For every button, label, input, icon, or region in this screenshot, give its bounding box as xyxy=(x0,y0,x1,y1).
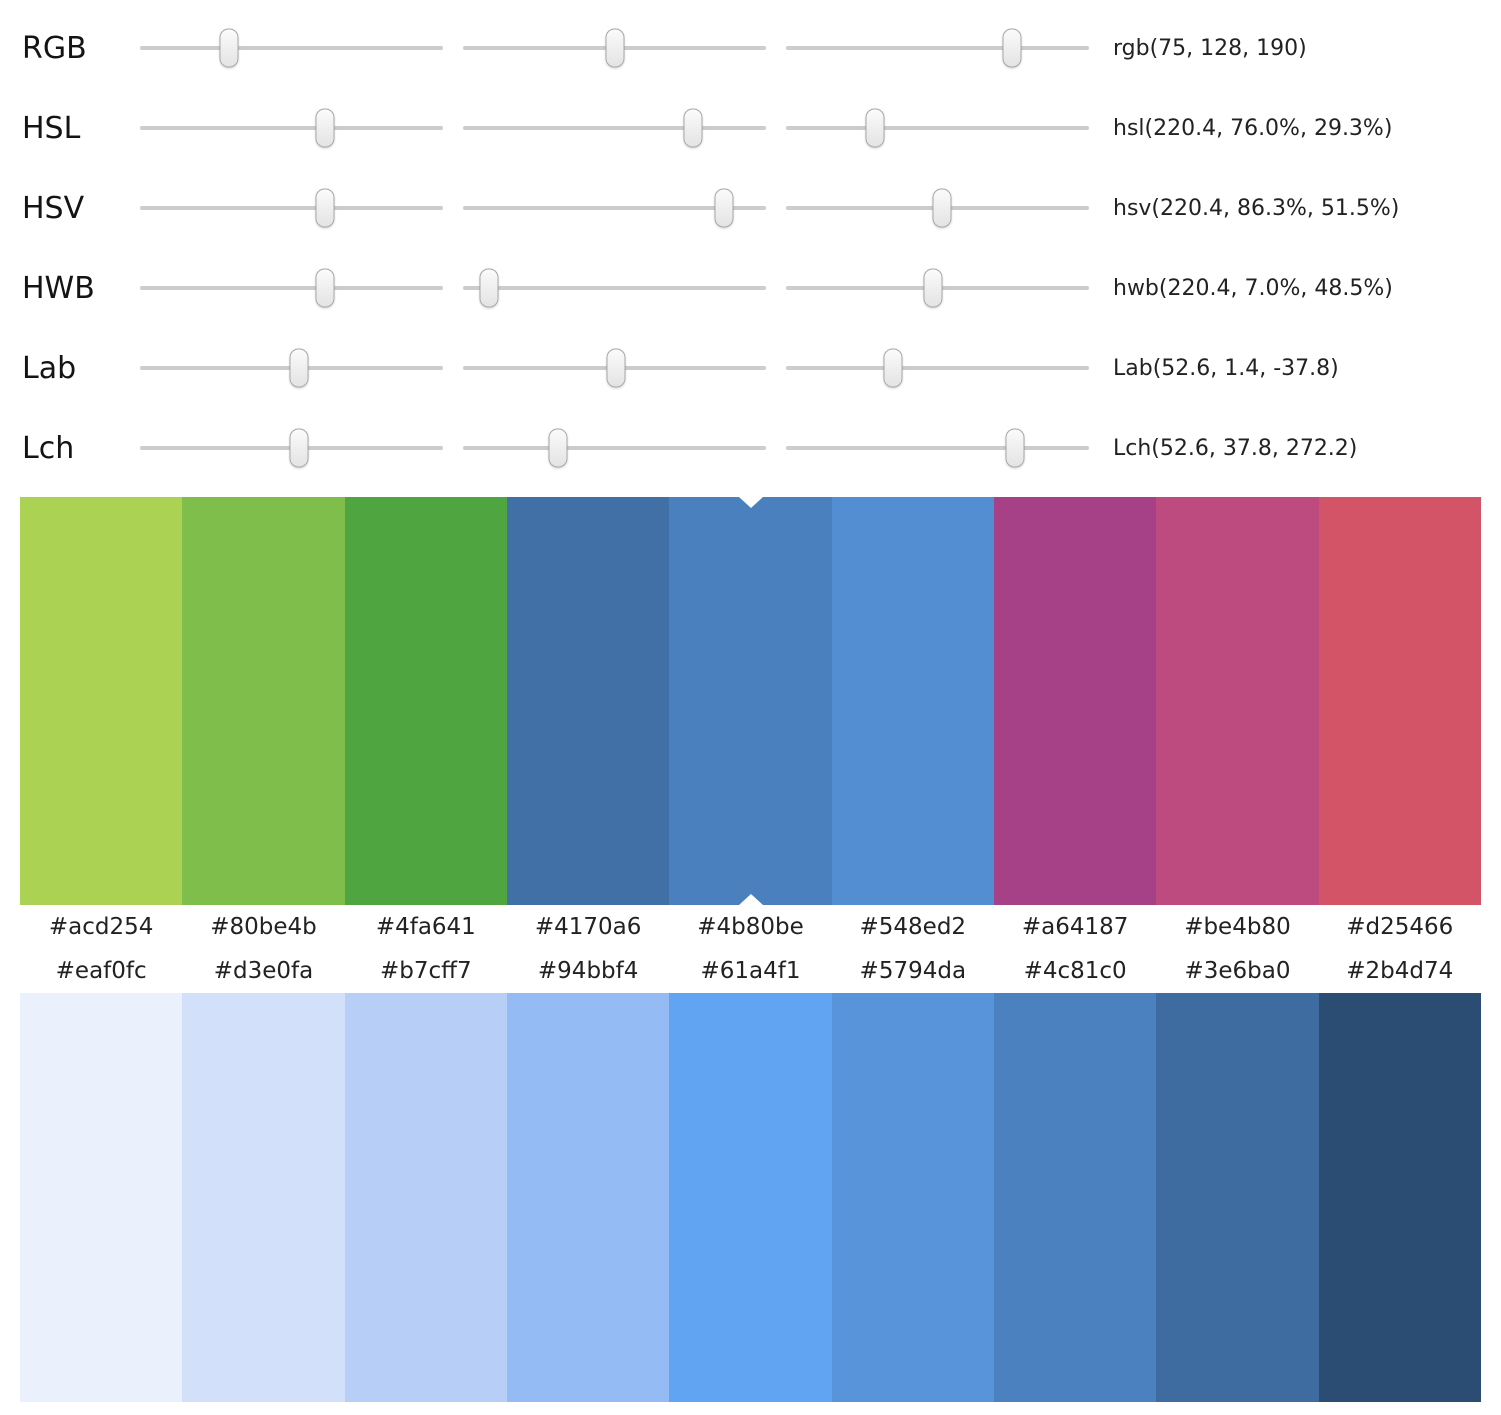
slider-thumb[interactable] xyxy=(865,108,885,148)
slider-row-hsl: HSL hsl(220.4, 76.0%, 29.3%) xyxy=(0,88,1501,168)
rgb-b-slider[interactable] xyxy=(786,28,1089,68)
palette-swatch[interactable] xyxy=(669,993,832,1402)
hsl-value-text: hsl(220.4, 76.0%, 29.3%) xyxy=(1113,115,1393,141)
colorspace-label-hsv: HSV xyxy=(22,190,85,226)
colorspace-label-lab: Lab xyxy=(22,350,77,386)
slider-thumb[interactable] xyxy=(289,348,309,388)
palette-swatch[interactable] xyxy=(182,993,345,1402)
slider-thumb[interactable] xyxy=(1002,28,1022,68)
slider-thumb[interactable] xyxy=(605,28,625,68)
slider-thumb[interactable] xyxy=(315,108,335,148)
palette-swatch[interactable] xyxy=(831,993,994,1402)
hsv-h-slider[interactable] xyxy=(140,188,443,228)
lab-a-slider[interactable] xyxy=(463,348,766,388)
palette-swatch[interactable] xyxy=(1156,993,1319,1402)
slider-row-lab: Lab Lab(52.6, 1.4, -37.8) xyxy=(0,328,1501,408)
palette-swatch[interactable] xyxy=(344,993,507,1402)
swatch-hex-label: #548ed2 xyxy=(859,914,967,940)
colorspace-label-lch: Lch xyxy=(22,430,75,466)
selected-swatch-marker-bottom-icon xyxy=(738,894,763,905)
swatch-hex-label: #5794da xyxy=(859,958,967,984)
swatch-hex-label: #4fa641 xyxy=(375,914,476,940)
swatch-hex-label: #a64187 xyxy=(1021,914,1129,940)
swatch-hex-label: #4b80be xyxy=(697,914,804,940)
slider-thumb[interactable] xyxy=(932,188,952,228)
color-sliders-panel: RGB rgb(75, 128, 190) HSL hsl(220.4, 76.… xyxy=(0,0,1501,488)
lab-l-slider[interactable] xyxy=(140,348,443,388)
hsl-l-slider[interactable] xyxy=(786,108,1089,148)
colorspace-label-rgb: RGB xyxy=(22,30,87,66)
palette-swatch[interactable] xyxy=(1318,497,1481,905)
palette-swatch[interactable] xyxy=(182,497,345,905)
swatch-hex-label: #eaf0fc xyxy=(55,958,147,984)
slider-thumb[interactable] xyxy=(683,108,703,148)
colorspace-label-hsl: HSL xyxy=(22,110,81,146)
colorspace-label-hwb: HWB xyxy=(22,270,95,306)
hwb-h-slider[interactable] xyxy=(140,268,443,308)
palette-swatch[interactable] xyxy=(344,497,507,905)
swatch-hex-label: #b7cff7 xyxy=(380,958,472,984)
palette-swatch-selected[interactable] xyxy=(669,497,832,905)
palette-swatch[interactable] xyxy=(1318,993,1481,1402)
lab-value-text: Lab(52.6, 1.4, -37.8) xyxy=(1113,355,1339,381)
palette-swatch[interactable] xyxy=(506,497,670,905)
hue-palette xyxy=(20,497,1481,905)
hsv-s-slider[interactable] xyxy=(463,188,766,228)
rgb-r-slider[interactable] xyxy=(140,28,443,68)
swatch-hex-label: #61a4f1 xyxy=(700,958,801,984)
palette-swatch[interactable] xyxy=(831,497,994,905)
slider-thumb[interactable] xyxy=(1005,428,1025,468)
palette-swatch[interactable] xyxy=(993,497,1157,905)
hue-palette-labels: #acd254 #80be4b #4fa641 #4170a6 #4b80be … xyxy=(20,905,1481,949)
rgb-value-text: rgb(75, 128, 190) xyxy=(1113,35,1307,61)
swatch-hex-label: #80be4b xyxy=(210,914,317,940)
slider-row-rgb: RGB rgb(75, 128, 190) xyxy=(0,8,1501,88)
hwb-value-text: hwb(220.4, 7.0%, 48.5%) xyxy=(1113,275,1393,301)
slider-thumb[interactable] xyxy=(548,428,568,468)
slider-thumb[interactable] xyxy=(479,268,499,308)
slider-thumb[interactable] xyxy=(219,28,239,68)
swatch-hex-label: #4c81c0 xyxy=(1023,958,1127,984)
swatch-hex-label: #d25466 xyxy=(1346,914,1454,940)
lch-h-slider[interactable] xyxy=(786,428,1089,468)
palette-swatch[interactable] xyxy=(1156,497,1319,905)
swatch-hex-label: #4170a6 xyxy=(534,914,642,940)
palette-swatch[interactable] xyxy=(20,993,183,1402)
swatch-hex-label: #3e6ba0 xyxy=(1184,958,1291,984)
hwb-b-slider[interactable] xyxy=(786,268,1089,308)
slider-row-hsv: HSV hsv(220.4, 86.3%, 51.5%) xyxy=(0,168,1501,248)
slider-thumb[interactable] xyxy=(289,428,309,468)
slider-row-hwb: HWB hwb(220.4, 7.0%, 48.5%) xyxy=(0,248,1501,328)
lightness-palette xyxy=(20,993,1481,1402)
lightness-palette-labels: #eaf0fc #d3e0fa #b7cff7 #94bbf4 #61a4f1 … xyxy=(20,949,1481,993)
slider-thumb[interactable] xyxy=(315,268,335,308)
slider-thumb[interactable] xyxy=(606,348,626,388)
palette-swatch[interactable] xyxy=(506,993,670,1402)
slider-thumb[interactable] xyxy=(315,188,335,228)
palette-swatch[interactable] xyxy=(20,497,183,905)
swatch-hex-label: #d3e0fa xyxy=(213,958,314,984)
slider-thumb[interactable] xyxy=(883,348,903,388)
swatch-hex-label: #acd254 xyxy=(48,914,154,940)
palette-swatch[interactable] xyxy=(993,993,1157,1402)
hsl-s-slider[interactable] xyxy=(463,108,766,148)
hsv-value-text: hsv(220.4, 86.3%, 51.5%) xyxy=(1113,195,1400,221)
selected-swatch-marker-top-icon xyxy=(738,497,763,508)
lch-l-slider[interactable] xyxy=(140,428,443,468)
lch-c-slider[interactable] xyxy=(463,428,766,468)
lab-b-slider[interactable] xyxy=(786,348,1089,388)
hsl-h-slider[interactable] xyxy=(140,108,443,148)
hwb-w-slider[interactable] xyxy=(463,268,766,308)
rgb-g-slider[interactable] xyxy=(463,28,766,68)
swatch-hex-label: #be4b80 xyxy=(1184,914,1291,940)
slider-thumb[interactable] xyxy=(714,188,734,228)
slider-thumb[interactable] xyxy=(923,268,943,308)
swatch-hex-label: #2b4d74 xyxy=(1346,958,1454,984)
hsv-v-slider[interactable] xyxy=(786,188,1089,228)
slider-row-lch: Lch Lch(52.6, 37.8, 272.2) xyxy=(0,408,1501,488)
swatch-hex-label: #94bbf4 xyxy=(537,958,639,984)
lch-value-text: Lch(52.6, 37.8, 272.2) xyxy=(1113,435,1358,461)
